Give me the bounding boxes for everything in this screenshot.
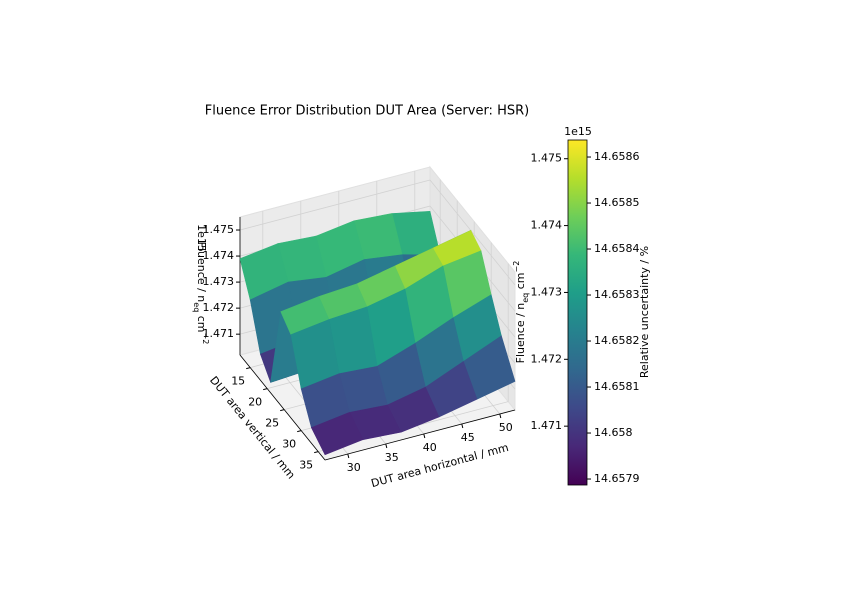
z-axis-offset: 1e15 xyxy=(195,224,208,252)
y-tick-label: 20 xyxy=(248,396,262,409)
z-label-sup: −2 xyxy=(201,333,210,345)
z-tick-label: 1.474 xyxy=(203,249,235,262)
colorbar-tick-label: 1.471 xyxy=(531,419,563,432)
colorbar-label: Fluence / neq cm−2 xyxy=(512,261,530,364)
x-tick xyxy=(423,433,426,439)
colorbar-y2-tick-label: 14.6584 xyxy=(594,242,640,255)
x-tick xyxy=(347,453,350,459)
y-tick-label: 35 xyxy=(299,459,313,472)
cbar-label-part: cm xyxy=(514,272,527,292)
y-tick xyxy=(280,409,285,412)
plot-3d: 303540455015202530351.4711.4721.4731.474… xyxy=(203,165,516,474)
x-tick xyxy=(461,423,464,429)
colorbar-y2-tick-label: 14.6585 xyxy=(594,196,640,209)
colorbar-gradient xyxy=(567,139,588,486)
y-tick xyxy=(314,451,319,454)
colorbar-y2-tick-label: 14.6586 xyxy=(594,150,640,163)
z-tick-label: 1.471 xyxy=(203,327,235,340)
z-tick-label: 1.472 xyxy=(203,301,235,314)
colorbar-tick-label: 1.473 xyxy=(531,285,563,298)
grid-line xyxy=(239,179,431,231)
x-tick-label: 45 xyxy=(461,431,475,444)
y-tick xyxy=(246,367,251,370)
z-tick-label: 1.473 xyxy=(203,275,235,288)
x-tick xyxy=(499,413,502,419)
colorbar-offset: 1e15 xyxy=(564,125,592,138)
colorbar-y2-tick-label: 14.6582 xyxy=(594,334,640,347)
x-tick-label: 30 xyxy=(347,461,361,474)
z-tick-label: 1.475 xyxy=(203,223,235,236)
colorbar: 1.471 1.472 1.473 1.474 1.475 14.6579 14.658 14… xyxy=(531,139,640,486)
colorbar-y2-label: Relative uncertainty / % xyxy=(638,246,651,378)
colorbar-y2-tick-label: 14.6583 xyxy=(594,288,640,301)
colorbar-y2-tick-label: 14.6579 xyxy=(594,472,640,485)
grid-line xyxy=(429,179,516,286)
x-tick-label: 40 xyxy=(423,441,437,454)
colorbar-y2-tick-label: 14.6581 xyxy=(594,380,640,393)
x-axis-label: DUT area horizontal / mm xyxy=(370,441,510,490)
chart-title: Fluence Error Distribution DUT Area (Ser… xyxy=(205,104,529,119)
z-label-part: cm xyxy=(195,312,208,332)
colorbar-y2-tick-label: 14.658 xyxy=(594,426,633,439)
axis-line xyxy=(324,409,516,461)
y-tick-label: 25 xyxy=(265,417,279,430)
colorbar-tick-label: 1.474 xyxy=(531,219,563,232)
x-tick-label: 35 xyxy=(385,451,399,464)
colorbar-tick-label: 1.472 xyxy=(531,352,563,365)
x-tick xyxy=(385,443,388,449)
z-label-sub: eq xyxy=(192,302,201,312)
y-tick-label: 30 xyxy=(282,438,296,451)
colorbar-tick-label: 1.475 xyxy=(531,152,563,165)
y-tick xyxy=(297,430,302,433)
cbar-label-part: Fluence / n xyxy=(514,303,527,364)
x-tick-label: 50 xyxy=(499,421,513,434)
cbar-label-sup: −2 xyxy=(512,261,521,273)
y-tick-label: 15 xyxy=(231,375,245,388)
axis-line xyxy=(239,354,326,461)
y-tick xyxy=(263,388,268,391)
z-axis-label: Fluence / neq cm−2 xyxy=(192,242,210,345)
z-label-part: Fluence / n xyxy=(195,242,208,303)
surface-patch xyxy=(310,412,364,456)
cbar-label-sub: eq xyxy=(521,293,530,303)
